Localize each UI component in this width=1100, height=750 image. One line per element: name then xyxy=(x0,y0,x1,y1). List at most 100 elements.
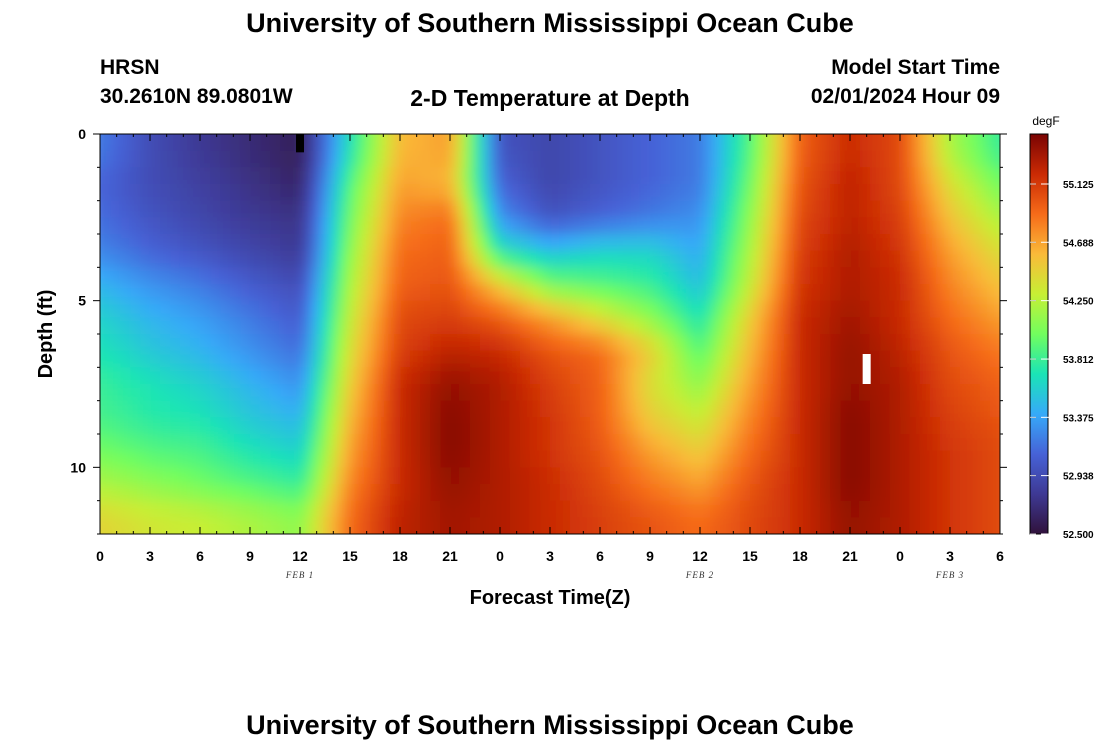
heatmap-cell xyxy=(940,284,951,302)
heatmap-cell xyxy=(330,534,341,551)
heatmap-cell xyxy=(190,334,201,352)
heatmap-cell xyxy=(770,334,781,352)
heatmap-cell xyxy=(900,150,911,168)
heatmap-cell xyxy=(600,500,611,518)
heatmap-cell xyxy=(950,434,961,452)
heatmap-cell xyxy=(380,484,391,502)
heatmap-cell xyxy=(190,250,201,268)
heatmap-cell xyxy=(310,284,321,302)
heatmap-cell xyxy=(420,134,431,152)
heatmap-cell xyxy=(490,200,501,218)
date-label: FEB 3 xyxy=(935,570,964,580)
heatmap-cell xyxy=(800,250,811,268)
heatmap-cell xyxy=(770,500,781,518)
heatmap-cell xyxy=(650,284,661,302)
heatmap-cell xyxy=(1000,484,1011,501)
heatmap-cell xyxy=(940,384,951,402)
heatmap-cell xyxy=(800,200,811,218)
heatmap-cell xyxy=(980,367,991,385)
heatmap-cell xyxy=(790,367,801,385)
heatmap-cell xyxy=(450,417,461,435)
heatmap-cell xyxy=(730,167,741,185)
heatmap-cell xyxy=(270,467,281,485)
heatmap-cell xyxy=(320,400,331,418)
heatmap-cell xyxy=(640,317,651,335)
heatmap-cell xyxy=(390,234,401,252)
heatmap-cell xyxy=(570,134,581,152)
heatmap-cell xyxy=(1000,201,1011,218)
heatmap-cell xyxy=(770,300,781,318)
heatmap-cell xyxy=(190,167,201,185)
heatmap-cell xyxy=(690,317,701,335)
heatmap-cell xyxy=(940,317,951,335)
heatmap-cell xyxy=(530,350,541,368)
heatmap-cell xyxy=(500,434,511,452)
heatmap-cell xyxy=(830,184,841,202)
heatmap-cell xyxy=(990,184,1000,202)
heatmap-cell xyxy=(790,334,801,352)
heatmap-cell xyxy=(120,500,131,518)
heatmap-cell xyxy=(100,284,111,302)
heatmap-cell xyxy=(360,134,371,135)
heatmap-cell xyxy=(260,250,271,268)
heatmap-cell xyxy=(400,350,411,368)
heatmap-cell xyxy=(930,417,941,435)
heatmap-cell xyxy=(120,134,131,152)
heatmap-cell xyxy=(230,184,241,202)
heatmap-cell xyxy=(200,317,211,335)
heatmap-cell xyxy=(500,150,511,168)
heatmap-cell xyxy=(130,334,141,352)
heatmap-cell xyxy=(180,317,191,335)
heatmap-cell xyxy=(730,184,741,202)
heatmap-cell xyxy=(820,534,831,551)
heatmap-cell xyxy=(460,134,471,152)
heatmap-cell xyxy=(750,284,761,302)
heatmap-cell xyxy=(320,500,331,518)
heatmap-cell xyxy=(180,184,191,202)
heatmap-cell xyxy=(960,400,971,418)
heatmap-cell xyxy=(230,384,241,402)
heatmap-cell xyxy=(580,384,591,402)
heatmap-cell xyxy=(650,217,661,235)
heatmap-cell xyxy=(130,150,141,168)
heatmap-cell xyxy=(620,184,631,202)
heatmap-cell xyxy=(320,450,331,468)
heatmap-cell xyxy=(130,484,141,502)
heatmap-cell xyxy=(150,217,161,235)
heatmap-cell xyxy=(400,450,411,468)
heatmap-cell xyxy=(110,184,121,202)
heatmap-cell xyxy=(190,400,201,418)
heatmap-cell xyxy=(740,184,751,202)
heatmap-cell xyxy=(760,150,771,168)
heatmap-cell xyxy=(210,150,221,168)
heatmap-cell xyxy=(750,417,761,435)
heatmap-cell xyxy=(730,367,741,385)
heatmap-cell xyxy=(600,250,611,268)
heatmap-cell xyxy=(580,367,591,385)
heatmap-cell xyxy=(400,417,411,435)
heatmap-cell xyxy=(990,284,1000,302)
heatmap-cell xyxy=(680,184,691,202)
heatmap-cell xyxy=(200,450,211,468)
heatmap-cell xyxy=(970,517,981,534)
heatmap-cell xyxy=(480,134,491,135)
heatmap-cell xyxy=(790,500,801,518)
x-tick-label: 15 xyxy=(342,548,358,564)
heatmap-cell xyxy=(610,134,621,135)
heatmap-cell xyxy=(790,434,801,452)
heatmap-cell xyxy=(570,200,581,218)
heatmap-cell xyxy=(890,267,901,285)
heatmap-cell xyxy=(360,134,371,152)
heatmap-cell xyxy=(900,367,911,385)
heatmap-cell xyxy=(900,484,911,502)
heatmap-cell xyxy=(540,200,551,218)
heatmap-cell xyxy=(890,217,901,235)
heatmap-cell xyxy=(690,200,701,218)
heatmap-cell xyxy=(580,250,591,268)
heatmap-cell xyxy=(490,450,501,468)
heatmap-cell xyxy=(620,400,631,418)
heatmap-cell xyxy=(300,400,311,418)
heatmap-cell xyxy=(350,450,361,468)
heatmap-cell xyxy=(520,184,531,202)
heatmap-cell xyxy=(140,184,151,202)
